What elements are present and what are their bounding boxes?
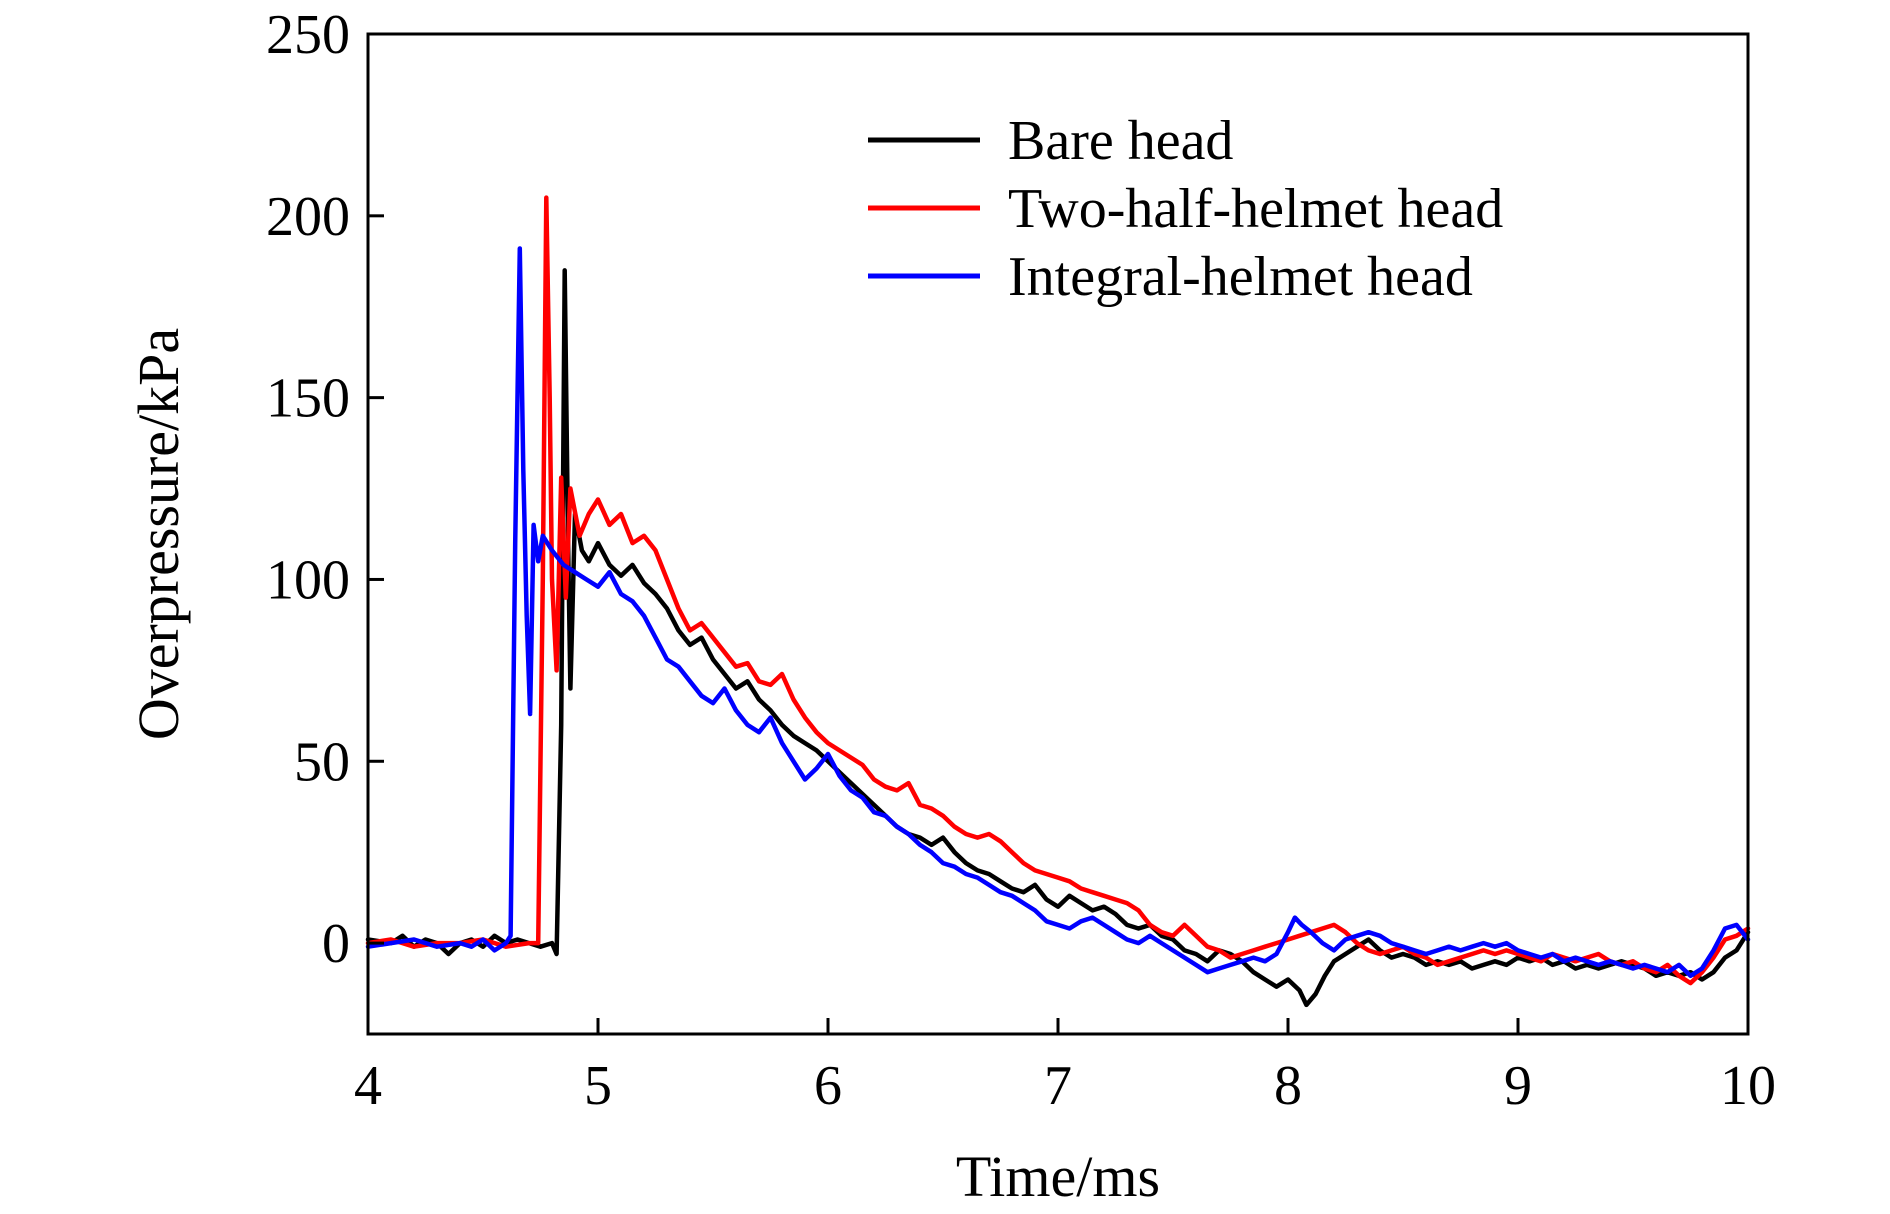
- y-axis-title: Overpressure/kPa: [126, 328, 191, 740]
- y-tick-label: 200: [266, 186, 350, 248]
- y-tick-label: 100: [266, 549, 350, 611]
- legend-label-3: Integral-helmet head: [1008, 246, 1473, 308]
- legend-label-1: Bare head: [1008, 110, 1233, 172]
- series-line-3: [365, 246, 1751, 979]
- x-tick-label: 5: [584, 1055, 612, 1117]
- y-tick-label: 150: [266, 368, 350, 430]
- legend-label-2: Two-half-helmet head: [1008, 178, 1503, 240]
- series-layer: [365, 195, 1751, 1008]
- y-tick-label: 50: [294, 731, 350, 793]
- series-line-2: [365, 195, 1751, 986]
- x-tick-label: 7: [1044, 1055, 1072, 1117]
- y-tick-label: 250: [266, 4, 350, 66]
- x-tick-label: 10: [1720, 1055, 1776, 1117]
- x-tick-label: 6: [814, 1055, 842, 1117]
- ticks-layer: [366, 32, 1750, 1034]
- x-axis-title: Time/ms: [956, 1144, 1160, 1209]
- x-tick-label: 8: [1274, 1055, 1302, 1117]
- x-tick-label: 4: [354, 1055, 382, 1117]
- series-line-1: [365, 268, 1751, 1008]
- y-tick-label: 0: [322, 913, 350, 975]
- x-tick-label: 9: [1504, 1055, 1532, 1117]
